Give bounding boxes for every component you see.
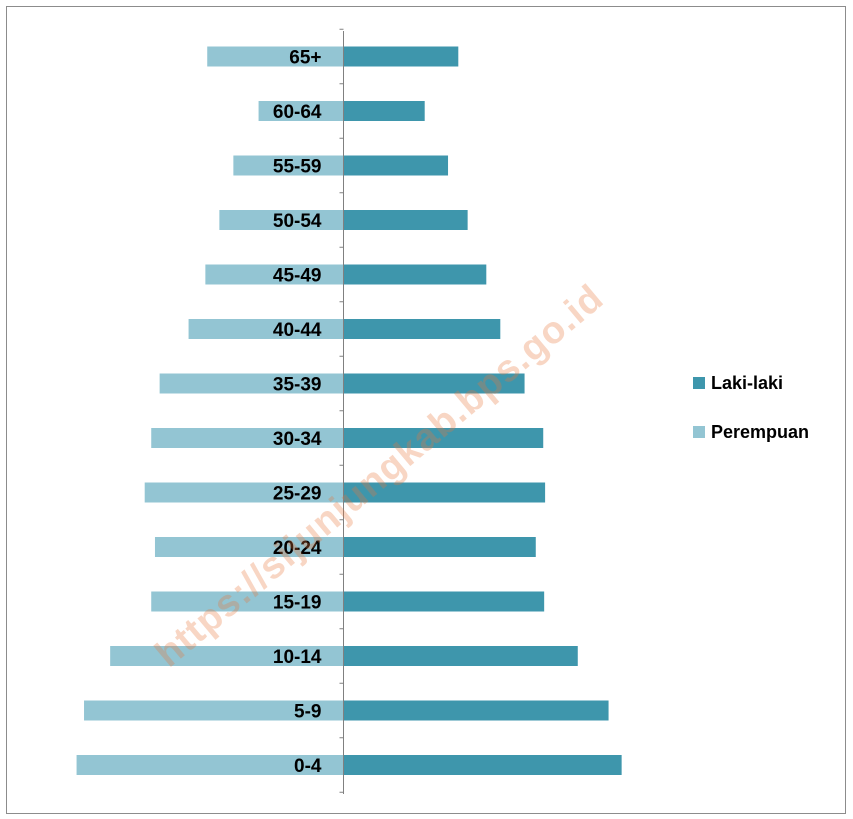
bar-perempuan-55-59 [233, 155, 344, 176]
category-label-30-34: 30-34 [273, 429, 322, 450]
category-label-65+: 65+ [289, 48, 321, 69]
category-label-45-49: 45-49 [273, 266, 322, 287]
legend-item-perempuan: Perempuan [693, 421, 809, 443]
legend-label-laki-laki: Laki-laki [711, 372, 784, 393]
bar-laki-laki-0-4 [343, 755, 622, 775]
bar-perempuan-20-24 [154, 537, 344, 557]
bar-perempuan-15-19 [151, 591, 344, 612]
bar-laki-laki-60-64 [343, 101, 425, 121]
category-label-10-14: 10-14 [273, 647, 322, 668]
category-label-35-39: 35-39 [273, 375, 322, 396]
bar-laki-laki-20-24 [343, 537, 536, 557]
category-label-15-19: 15-19 [273, 593, 322, 614]
bar-perempuan-50-54 [219, 210, 344, 230]
legend-item-laki-laki: Laki-laki [693, 372, 809, 394]
bar-laki-laki-50-54 [343, 210, 468, 230]
bar-perempuan-30-34 [151, 428, 344, 448]
bar-laki-laki-25-29 [343, 482, 546, 503]
bar-perempuan-60-64 [258, 101, 344, 121]
bar-perempuan-0-4 [76, 755, 344, 775]
category-label-25-29: 25-29 [273, 484, 322, 505]
category-label-0-4: 0-4 [294, 756, 322, 777]
legend-label-perempuan: Perempuan [711, 421, 810, 442]
bar-laki-laki-65+ [343, 46, 459, 67]
category-label-5-9: 5-9 [294, 702, 321, 723]
bar-laki-laki-35-39 [343, 373, 525, 394]
category-label-40-44: 40-44 [273, 320, 322, 341]
chart-frame [6, 6, 846, 814]
bar-perempuan-10-14 [110, 646, 344, 666]
bar-laki-laki-10-14 [343, 646, 578, 666]
bar-laki-laki-5-9 [343, 700, 609, 721]
legend-swatch-perempuan [693, 426, 705, 438]
bar-laki-laki-55-59 [343, 155, 449, 176]
chart-legend: Laki-laki Perempuan [693, 372, 809, 470]
bar-laki-laki-30-34 [343, 428, 544, 448]
legend-swatch-laki-laki [693, 377, 705, 389]
category-label-20-24: 20-24 [273, 538, 322, 559]
category-label-60-64: 60-64 [273, 102, 322, 123]
bar-laki-laki-45-49 [343, 264, 487, 285]
bar-perempuan-65+ [207, 46, 344, 67]
bar-perempuan-40-44 [188, 319, 344, 339]
bar-laki-laki-15-19 [343, 591, 545, 612]
bar-perempuan-45-49 [205, 264, 344, 285]
bar-laki-laki-40-44 [343, 319, 501, 339]
bar-perempuan-5-9 [84, 700, 344, 721]
category-label-50-54: 50-54 [273, 211, 322, 232]
bar-perempuan-35-39 [159, 373, 344, 394]
bar-perempuan-25-29 [144, 482, 344, 503]
category-label-55-59: 55-59 [273, 157, 322, 178]
